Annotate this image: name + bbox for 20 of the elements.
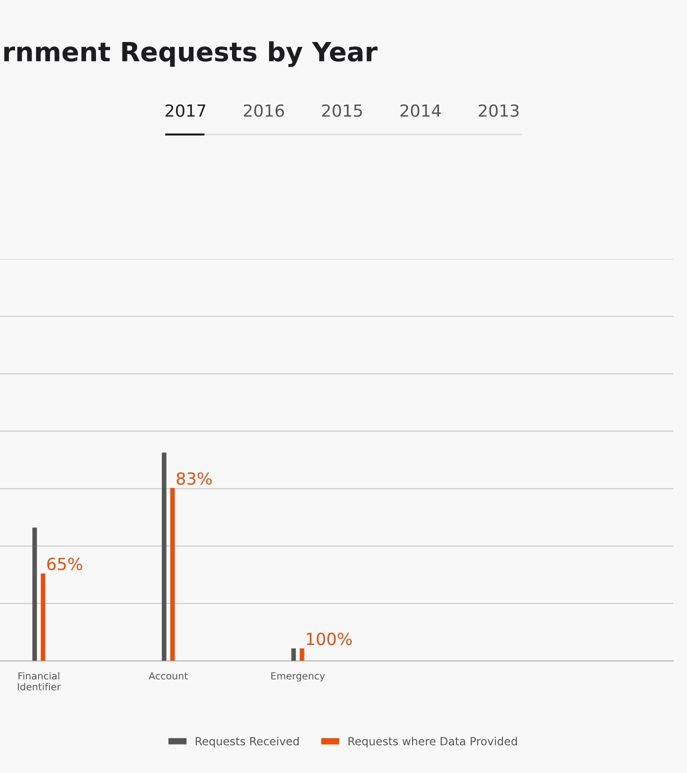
bar	[162, 452, 166, 661]
chart-title: rnment Requests by Year	[4, 41, 378, 67]
text: 2017	[166, 104, 206, 117]
bar	[40, 573, 46, 661]
legend-label: Requests Received	[196, 736, 299, 748]
annotation: 83%	[176, 472, 212, 485]
text: 2016	[244, 104, 284, 117]
x-tick-label: Account	[148, 672, 188, 680]
bar	[170, 488, 175, 661]
x-tick-label: Financial Identifier	[18, 672, 61, 690]
annotation: 65%	[47, 558, 82, 570]
text: 2013	[478, 104, 519, 117]
bar	[32, 528, 37, 661]
text: 2014	[400, 104, 441, 117]
bar	[300, 648, 304, 661]
text: 2015	[322, 104, 362, 117]
bar	[291, 648, 296, 661]
legend-label: Requests where Data Provided	[348, 736, 517, 748]
x-tick-label: Emergency	[271, 672, 325, 682]
annotation: 100%	[306, 632, 352, 646]
